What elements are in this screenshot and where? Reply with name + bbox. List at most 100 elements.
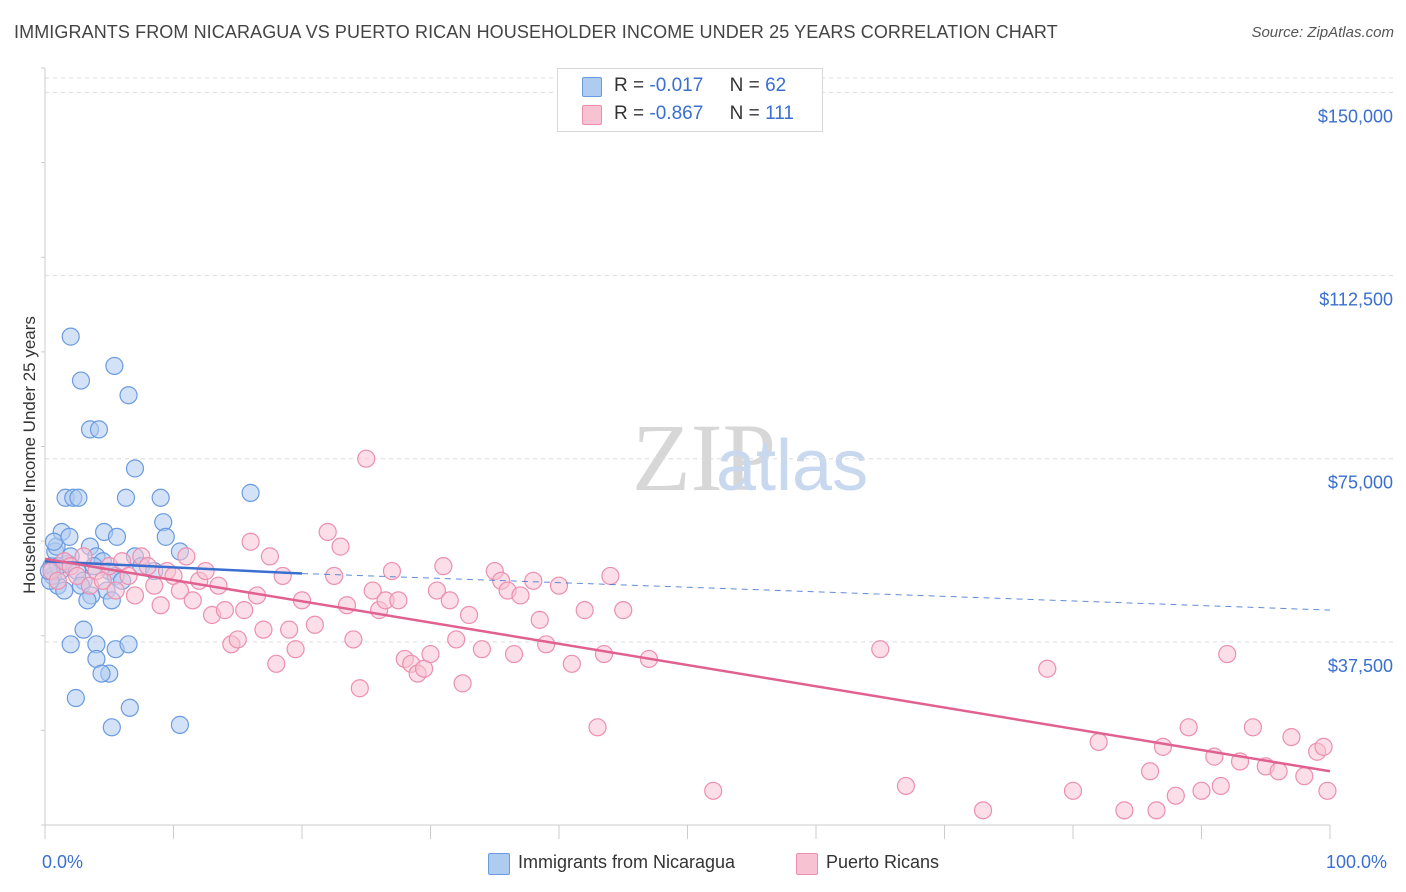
data-point-puerto-rican <box>119 566 138 586</box>
data-point-puerto-rican <box>382 561 402 581</box>
trend-line-nicaragua <box>44 560 303 575</box>
data-point-puerto-rican <box>1314 737 1333 756</box>
data-point-puerto-rican <box>1153 737 1173 756</box>
data-point-puerto-rican <box>453 674 472 693</box>
data-point-nicaragua <box>119 635 138 654</box>
grid-lines <box>45 77 1395 643</box>
correlation-legend: R = -0.017 N = 62 R = -0.867 N = 111 <box>557 68 823 132</box>
data-point-puerto-rican <box>260 547 279 566</box>
legend-label-puerto-rican: Puerto Ricans <box>826 852 940 872</box>
data-point-puerto-rican <box>357 449 376 468</box>
data-point-puerto-rican <box>1243 718 1263 737</box>
data-point-nicaragua <box>71 371 91 390</box>
chart-source: Source: ZipAtlas.com <box>1251 24 1394 41</box>
data-point-puerto-rican <box>421 644 440 664</box>
data-point-puerto-rican <box>177 547 196 566</box>
series-nicaragua-points <box>39 327 260 737</box>
data-point-puerto-rican <box>1115 801 1134 820</box>
data-point-nicaragua <box>89 420 109 439</box>
data-point-puerto-rican <box>896 776 916 796</box>
data-point-puerto-rican <box>614 601 633 620</box>
data-point-puerto-rican <box>704 781 723 800</box>
data-point-nicaragua <box>69 488 88 507</box>
legend-swatch-blue <box>488 853 510 875</box>
x-tick-label-min: 0.0% <box>42 852 84 872</box>
data-point-nicaragua <box>119 386 138 405</box>
data-point-puerto-rican <box>427 581 447 600</box>
data-point-puerto-rican <box>280 620 299 639</box>
data-point-puerto-rican <box>447 630 466 649</box>
data-point-puerto-rican <box>318 522 337 542</box>
data-point-puerto-rican <box>1269 762 1288 781</box>
data-point-puerto-rican <box>1192 781 1211 800</box>
data-point-puerto-rican <box>344 630 363 649</box>
y-tick-label: $37,500 <box>1328 656 1393 676</box>
data-point-puerto-rican <box>459 605 479 625</box>
watermark-zip: ZIP <box>632 404 776 511</box>
data-point-nicaragua <box>116 488 136 507</box>
y-tick-label: $75,000 <box>1328 473 1393 493</box>
data-point-nicaragua <box>44 532 64 551</box>
data-point-puerto-rican <box>337 596 357 615</box>
data-point-nicaragua <box>107 527 127 546</box>
chart-title: IMMIGRANTS FROM NICARAGUA VS PUERTO RICA… <box>14 22 1058 42</box>
data-point-nicaragua <box>105 356 124 376</box>
legend-r-value: -0.017 <box>649 75 704 96</box>
data-point-puerto-rican <box>1063 781 1083 800</box>
legend-r-label: R = <box>614 103 645 124</box>
data-point-puerto-rican <box>1218 644 1237 664</box>
data-point-puerto-rican <box>196 561 215 581</box>
data-point-puerto-rican <box>530 610 549 629</box>
data-point-puerto-rican <box>472 640 491 659</box>
data-point-puerto-rican <box>151 596 170 615</box>
data-point-puerto-rican <box>125 586 145 605</box>
data-point-puerto-rican <box>331 537 350 556</box>
data-point-puerto-rican <box>440 591 459 610</box>
data-point-puerto-rican <box>48 571 67 590</box>
data-point-nicaragua <box>125 459 145 478</box>
data-point-puerto-rican <box>504 644 524 664</box>
data-point-puerto-rican <box>1295 767 1314 786</box>
legend-swatch-pink <box>796 853 818 875</box>
data-point-puerto-rican <box>267 654 286 673</box>
legend-label-nicaragua: Immigrants from Nicaragua <box>518 852 736 872</box>
data-point-puerto-rican <box>1282 727 1301 747</box>
data-point-puerto-rican <box>1179 718 1198 737</box>
data-point-nicaragua <box>156 527 175 546</box>
data-point-puerto-rican <box>1089 732 1108 752</box>
data-point-puerto-rican <box>215 601 234 620</box>
data-point-nicaragua <box>102 718 121 737</box>
legend-swatch-pink <box>582 105 602 125</box>
data-point-puerto-rican <box>1211 776 1230 796</box>
y-tick-labels: $37,500 $75,000 $112,500 $150,000 <box>1318 106 1393 675</box>
legend-n-label: N = <box>729 75 760 96</box>
data-point-puerto-rican <box>273 566 292 586</box>
series-legend: Immigrants from Nicaragua Puerto Ricans <box>0 852 1406 878</box>
data-point-puerto-rican <box>594 644 614 664</box>
data-point-puerto-rican <box>254 620 273 639</box>
data-point-puerto-rican <box>549 576 569 595</box>
data-point-puerto-rican <box>1166 786 1185 805</box>
data-point-nicaragua <box>170 715 190 734</box>
data-point-puerto-rican <box>524 571 543 590</box>
data-point-nicaragua <box>241 483 260 502</box>
legend-r-label: R = <box>614 75 645 96</box>
axes <box>41 67 1331 839</box>
data-point-puerto-rican <box>973 801 993 820</box>
watermark-atlas: atlas <box>716 426 868 506</box>
data-point-puerto-rican <box>562 654 581 673</box>
data-point-nicaragua <box>66 688 85 708</box>
data-point-puerto-rican <box>511 586 530 605</box>
data-point-puerto-rican <box>434 557 453 576</box>
data-point-nicaragua <box>151 488 170 507</box>
legend-n-value: 111 <box>765 103 794 124</box>
data-point-puerto-rican <box>363 581 382 600</box>
legend-swatch-blue <box>582 77 602 97</box>
y-tick-label: $150,000 <box>1318 106 1393 126</box>
legend-n-value: 62 <box>765 75 787 96</box>
legend-n-label: N = <box>729 103 760 124</box>
data-point-puerto-rican <box>588 718 607 737</box>
series-puerto-rican-points <box>42 449 1337 820</box>
x-tick-label-max: 100.0% <box>1326 852 1388 872</box>
trend-line-puerto-rican <box>44 557 1331 773</box>
